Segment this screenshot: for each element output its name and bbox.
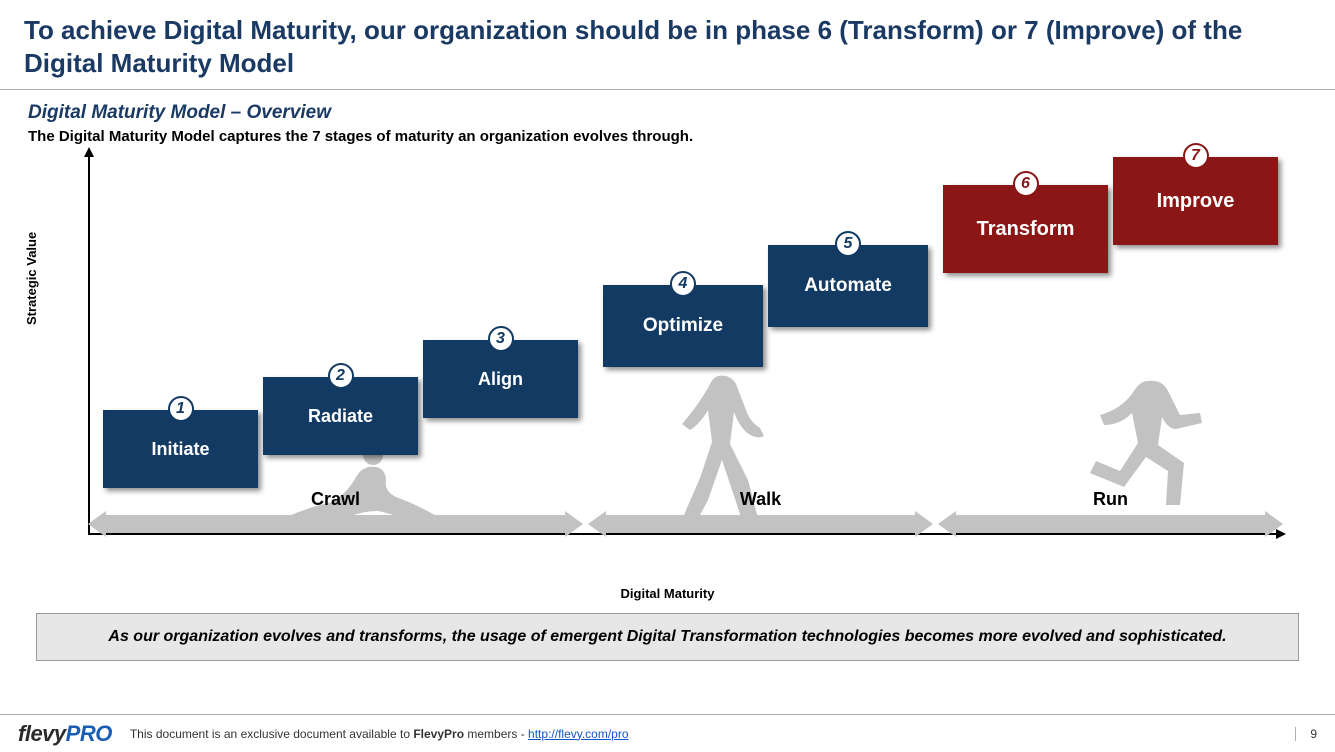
flevypro-logo: flevyPRO [18, 721, 112, 747]
stage-radiate: 2Radiate [263, 377, 418, 455]
subtitle-description: The Digital Maturity Model captures the … [28, 128, 1307, 145]
stage-badge: 7 [1183, 143, 1209, 169]
y-axis-label: Strategic Value [24, 232, 39, 325]
callout-box: As our organization evolves and transfor… [36, 613, 1299, 661]
stage-align: 3Align [423, 340, 578, 418]
maturity-chart: Strategic Value Digital Maturity 1Initia… [28, 155, 1307, 595]
slide-title: To achieve Digital Maturity, our organiz… [24, 14, 1311, 79]
stage-badge: 1 [168, 396, 194, 422]
x-axis-label: Digital Maturity [621, 586, 715, 601]
stage-optimize: 4Optimize [603, 285, 763, 367]
subtitle: Digital Maturity Model – Overview [28, 102, 1307, 124]
footer: flevyPRO This document is an exclusive d… [0, 714, 1335, 752]
group-label: Walk [588, 489, 933, 510]
group-arrow-walk: Walk [588, 511, 933, 537]
group-label: Run [938, 489, 1283, 510]
stage-improve: 7Improve [1113, 157, 1278, 245]
stage-badge: 4 [670, 271, 696, 297]
logo-main: flevy [18, 721, 66, 746]
stage-initiate: 1Initiate [103, 410, 258, 488]
stage-label: Radiate [308, 406, 373, 427]
stage-label: Transform [977, 218, 1075, 241]
footer-link[interactable]: http://flevy.com/pro [528, 727, 628, 741]
footer-text: This document is an exclusive document a… [130, 727, 629, 741]
body-area: Digital Maturity Model – Overview The Di… [0, 90, 1335, 661]
stage-label: Improve [1157, 190, 1235, 213]
y-axis [88, 155, 90, 535]
stage-automate: 5Automate [768, 245, 928, 327]
stage-label: Align [478, 369, 523, 390]
group-label: Crawl [88, 489, 583, 510]
stage-badge: 3 [488, 326, 514, 352]
logo-sub: PRO [66, 721, 112, 746]
group-arrow-crawl: Crawl [88, 511, 583, 537]
group-arrow-run: Run [938, 511, 1283, 537]
stage-badge: 6 [1013, 171, 1039, 197]
title-bar: To achieve Digital Maturity, our organiz… [0, 0, 1335, 90]
stage-label: Initiate [151, 439, 209, 460]
stage-badge: 2 [328, 363, 354, 389]
stage-badge: 5 [835, 231, 861, 257]
page-number: 9 [1295, 727, 1317, 741]
stage-label: Automate [804, 275, 892, 297]
stage-label: Optimize [643, 315, 723, 337]
stage-transform: 6Transform [943, 185, 1108, 273]
